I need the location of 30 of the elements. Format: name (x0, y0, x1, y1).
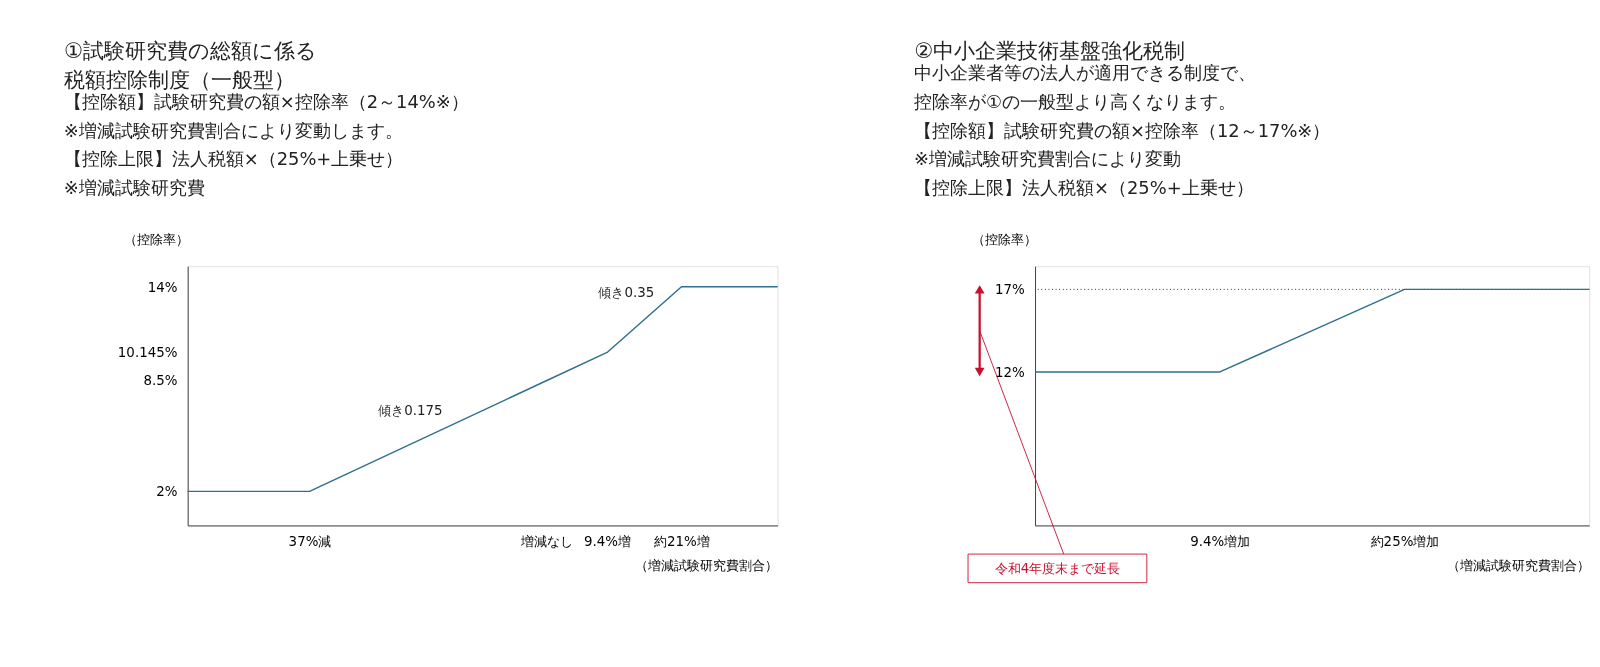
y-tick-label: 17% (995, 282, 1025, 298)
line-series (186, 286, 779, 493)
y-tick-label: 12% (995, 364, 1025, 380)
annotation: 傾き0.175 (378, 403, 443, 419)
y-tick-label: 2% (156, 484, 178, 500)
annotation: 傾き0.35 (598, 285, 655, 301)
y-tick-label: 14% (147, 279, 178, 295)
x-tick-label: 9.4%増加 (1190, 533, 1251, 549)
y-axis-title: （控除率） (971, 232, 1037, 248)
text: 【控除上限】法人税額×（25%+上乗せ） (913, 176, 1254, 198)
x-tick-label: 約25%増加 (1370, 533, 1440, 549)
chart-subtitle: 【控除額】試験研究費の額×控除率（2～14%※） (63, 91, 469, 113)
text: ※増減試験研究費 (63, 176, 205, 198)
chart-title: ②中小企業技術基盤強化税制 (913, 37, 1186, 63)
x-axis-title: （増減試験研究費割合） (1446, 557, 1590, 573)
chart-title: ①試験研究費の総額に係る税額控除制度（一般型） (63, 37, 317, 92)
x-tick-label: 37%減 (288, 533, 332, 549)
x-tick-label: 約21%増 (654, 533, 710, 549)
text: 【控除上限】法人税額×（25%+上乗せ） (63, 148, 404, 170)
x-tick-label: 増減なし (520, 533, 574, 549)
x-tick-label: 9.4%増 (584, 533, 632, 549)
text: ※増減試験研究費割合により変動 (913, 148, 1181, 170)
text: 【控除額】試験研究費の額×控除率（12～17%※） (913, 119, 1331, 141)
chart-subtitle: 中小企業者等の法人が適用できる制度で、控除率が①の一般型より高くなります。 (913, 62, 1256, 113)
y-axis-title: （控除率） (124, 232, 190, 248)
text: 令和4年度末まで延長 (994, 560, 1121, 576)
y-tick-label: 8.5% (143, 373, 178, 389)
text: ※増減試験研究費割合により変動します。 (63, 119, 403, 141)
y-tick-label: 10.145% (117, 345, 178, 361)
x-axis-title: （増減試験研究費割合） (635, 557, 779, 573)
